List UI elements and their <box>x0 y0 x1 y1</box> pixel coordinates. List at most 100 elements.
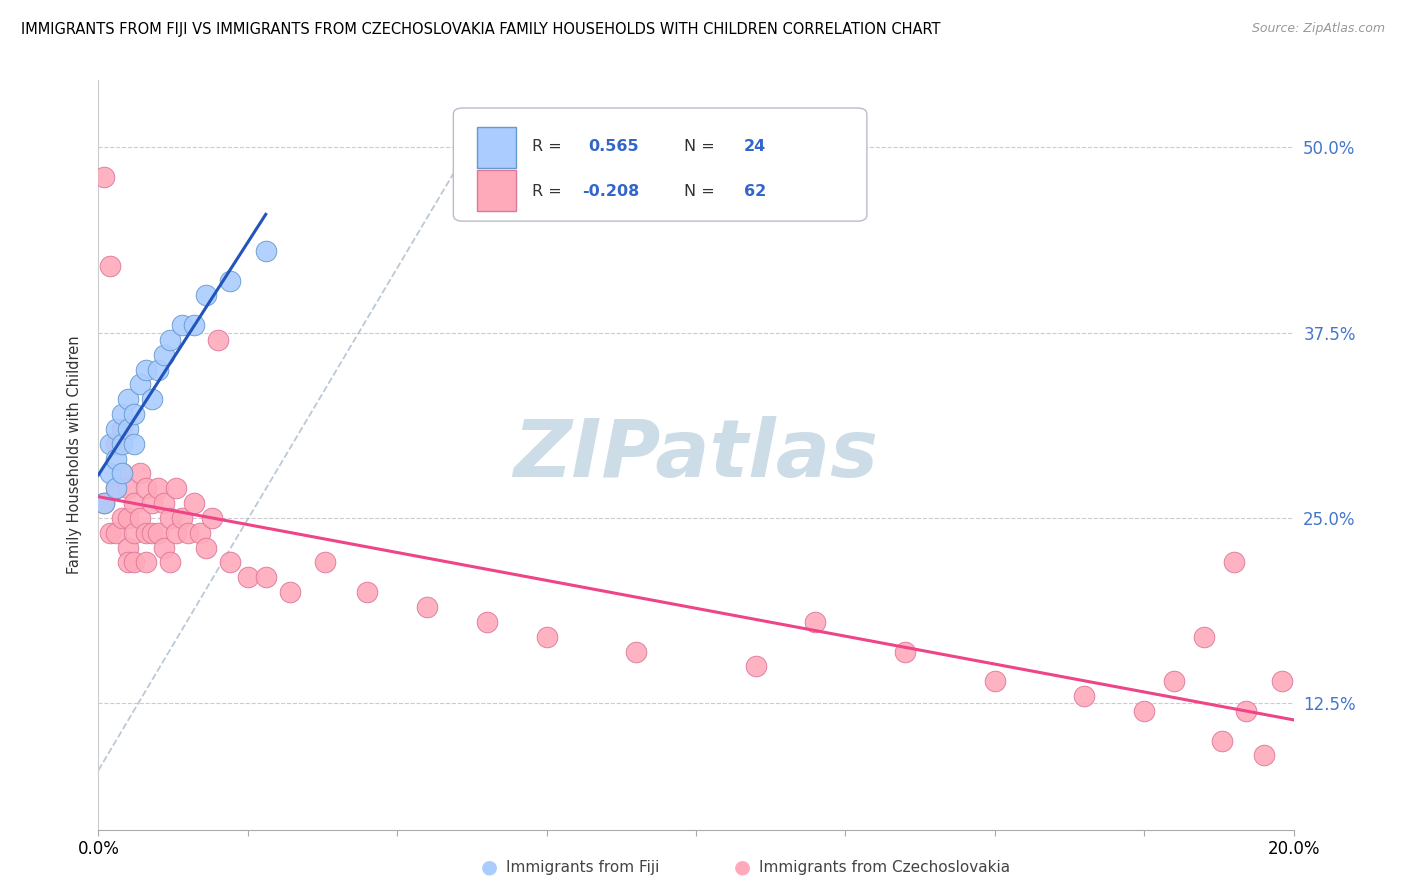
Point <box>219 274 242 288</box>
Text: N =: N = <box>685 184 720 199</box>
Point <box>111 437 134 451</box>
Point <box>111 467 134 481</box>
Point <box>117 392 139 407</box>
Point <box>1163 674 1185 689</box>
Y-axis label: Family Households with Children: Family Households with Children <box>66 335 82 574</box>
Text: R =: R = <box>533 139 567 154</box>
Point <box>416 599 439 614</box>
Point <box>1073 689 1095 703</box>
Point <box>111 422 134 436</box>
Bar <box>477 127 516 168</box>
Point <box>111 407 134 421</box>
Point <box>111 511 134 525</box>
Point <box>124 407 146 421</box>
Point <box>153 541 176 555</box>
Point <box>745 659 768 673</box>
Point <box>135 556 157 570</box>
Point <box>254 244 277 258</box>
Point <box>98 467 122 481</box>
Point <box>626 644 648 658</box>
Text: -0.208: -0.208 <box>582 184 640 199</box>
Point <box>315 556 337 570</box>
Text: R =: R = <box>533 184 567 199</box>
Point <box>117 556 139 570</box>
Point <box>195 541 218 555</box>
Point <box>111 467 134 481</box>
Point <box>141 525 163 540</box>
Point <box>984 674 1007 689</box>
Point <box>135 362 157 376</box>
Point <box>1192 630 1215 644</box>
Point <box>153 496 176 510</box>
Point <box>129 511 152 525</box>
Text: Source: ZipAtlas.com: Source: ZipAtlas.com <box>1251 22 1385 36</box>
Point <box>93 496 115 510</box>
Point <box>148 525 170 540</box>
Text: IMMIGRANTS FROM FIJI VS IMMIGRANTS FROM CZECHOSLOVAKIA FAMILY HOUSEHOLDS WITH CH: IMMIGRANTS FROM FIJI VS IMMIGRANTS FROM … <box>21 22 941 37</box>
Point <box>105 451 128 466</box>
Point <box>183 318 205 332</box>
Point <box>129 377 152 392</box>
Point <box>165 525 187 540</box>
Text: 62: 62 <box>744 184 766 199</box>
Point <box>98 437 122 451</box>
Point <box>207 333 229 347</box>
Point <box>172 318 194 332</box>
Point <box>124 496 146 510</box>
Point <box>1223 556 1246 570</box>
Point <box>129 467 152 481</box>
Point <box>141 496 163 510</box>
Point <box>1211 733 1233 747</box>
Point <box>117 481 139 495</box>
Point <box>172 511 194 525</box>
Point <box>124 556 146 570</box>
Point <box>1271 674 1294 689</box>
Point <box>117 422 139 436</box>
Point <box>475 615 498 629</box>
Point <box>278 585 301 599</box>
Point <box>1133 704 1156 718</box>
Point <box>105 437 128 451</box>
Text: ●: ● <box>481 857 498 877</box>
Point <box>356 585 378 599</box>
Point <box>105 481 128 495</box>
Point <box>105 422 128 436</box>
Point <box>105 525 128 540</box>
Text: Immigrants from Fiji: Immigrants from Fiji <box>506 860 659 874</box>
Point <box>894 644 917 658</box>
Point <box>93 169 115 184</box>
Text: ●: ● <box>734 857 751 877</box>
Point <box>1253 748 1275 763</box>
Point <box>219 556 242 570</box>
Point <box>1234 704 1257 718</box>
Point <box>148 362 170 376</box>
Point <box>117 541 139 555</box>
Point <box>124 437 146 451</box>
Point <box>124 525 146 540</box>
Point <box>159 511 181 525</box>
Text: ZIPatlas: ZIPatlas <box>513 416 879 494</box>
Point <box>177 525 200 540</box>
Point <box>159 333 181 347</box>
Text: Immigrants from Czechoslovakia: Immigrants from Czechoslovakia <box>759 860 1011 874</box>
Point <box>236 570 259 584</box>
Point <box>135 525 157 540</box>
Point <box>105 481 128 495</box>
Point <box>159 556 181 570</box>
Point <box>183 496 205 510</box>
Point <box>98 259 122 273</box>
Point <box>153 348 176 362</box>
Point <box>117 511 139 525</box>
Text: 24: 24 <box>744 139 766 154</box>
Point <box>188 525 211 540</box>
Point <box>804 615 827 629</box>
Point <box>135 481 157 495</box>
Point <box>201 511 224 525</box>
Point <box>93 496 115 510</box>
Text: 0.565: 0.565 <box>589 139 640 154</box>
Point <box>254 570 277 584</box>
Point <box>165 481 187 495</box>
Bar <box>477 170 516 211</box>
FancyBboxPatch shape <box>453 108 868 221</box>
Point <box>195 288 218 302</box>
